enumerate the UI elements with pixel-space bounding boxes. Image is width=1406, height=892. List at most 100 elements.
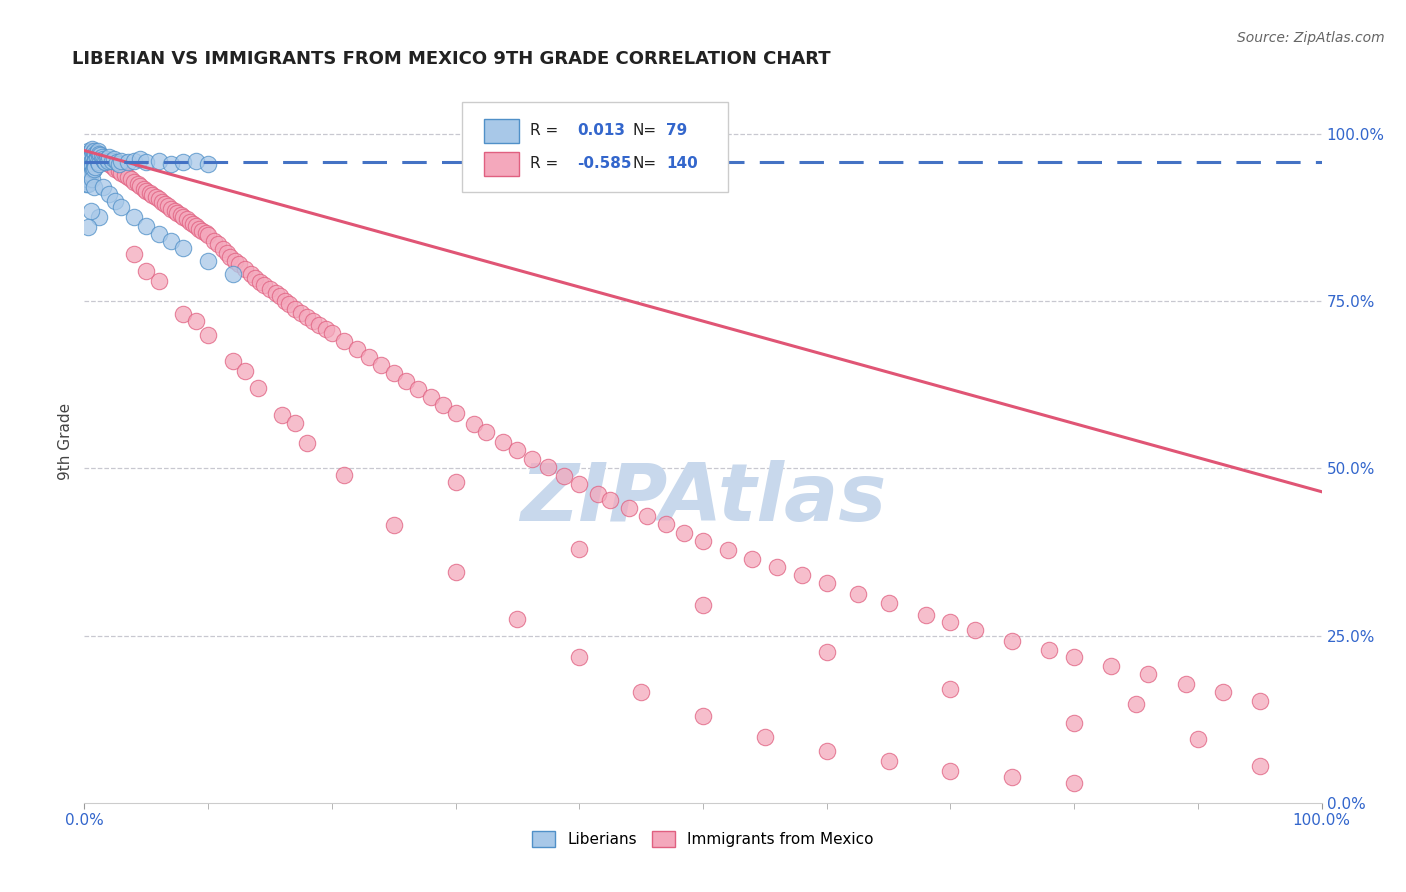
Point (77, 144, 100, 158)
Point (1063, 715, 1085, 730)
Text: -0.585: -0.585 (576, 156, 631, 171)
Point (914, 608, 936, 623)
Point (87, 155, 110, 169)
Point (1137, 667, 1160, 681)
Point (122, 211, 145, 225)
Point (104, 161, 127, 176)
Text: 0.013: 0.013 (576, 123, 624, 138)
Point (1125, 697, 1147, 711)
Point (506, 442, 529, 457)
Point (79, 169, 101, 183)
Point (179, 215, 201, 229)
Text: R =: R = (530, 156, 558, 171)
Point (172, 155, 194, 169)
Point (506, 612, 529, 626)
Point (120, 172, 142, 186)
Point (655, 517, 678, 532)
Point (692, 599, 714, 613)
Point (766, 560, 789, 574)
Point (965, 623, 987, 637)
Point (172, 211, 194, 225)
Point (139, 186, 162, 200)
Point (76, 150, 98, 164)
Point (395, 375, 418, 389)
Point (127, 177, 149, 191)
Point (160, 157, 183, 171)
Point (163, 203, 186, 218)
Point (1099, 658, 1122, 673)
Point (184, 219, 207, 234)
Point (170, 209, 193, 223)
Point (692, 533, 714, 548)
Point (568, 649, 591, 664)
Point (233, 262, 256, 277)
Point (79, 153, 101, 167)
Point (1187, 732, 1209, 747)
Point (249, 275, 271, 289)
Point (1249, 759, 1271, 773)
Point (939, 764, 962, 778)
Point (191, 224, 214, 238)
Point (91, 180, 114, 194)
Text: N=: N= (633, 156, 657, 171)
Text: Source: ZipAtlas.com: Source: ZipAtlas.com (1237, 31, 1385, 45)
Point (491, 434, 513, 449)
Point (79, 144, 101, 158)
Text: ZIPAtlas: ZIPAtlas (520, 460, 886, 539)
Point (222, 268, 245, 282)
Point (219, 250, 242, 264)
Point (741, 551, 763, 566)
Point (89, 148, 111, 162)
Point (184, 314, 207, 328)
Point (105, 155, 128, 169)
Point (148, 274, 170, 288)
Point (233, 364, 256, 378)
FancyBboxPatch shape (484, 152, 519, 176)
Point (617, 501, 640, 516)
Point (382, 518, 405, 533)
Point (240, 268, 263, 282)
Point (553, 469, 575, 483)
Point (636, 509, 658, 524)
Point (315, 322, 337, 336)
Point (188, 222, 211, 236)
Point (419, 391, 441, 405)
Point (537, 460, 560, 475)
Point (1063, 649, 1085, 664)
Point (83, 161, 105, 176)
Point (444, 475, 467, 489)
Point (80, 171, 103, 186)
Point (157, 199, 180, 213)
Point (271, 408, 294, 422)
Point (135, 184, 157, 198)
Point (77, 161, 100, 175)
Point (97, 153, 120, 168)
Point (94, 155, 117, 169)
Point (302, 314, 325, 328)
Point (630, 685, 652, 699)
Point (76, 172, 98, 186)
Point (122, 247, 145, 261)
Point (333, 467, 356, 482)
Point (86, 148, 108, 162)
Point (166, 206, 188, 220)
Point (110, 166, 132, 180)
Point (104, 194, 127, 208)
Point (444, 565, 467, 579)
Point (86, 152, 108, 166)
Legend: Liberians, Immigrants from Mexico: Liberians, Immigrants from Mexico (526, 825, 880, 853)
Point (475, 425, 498, 439)
Point (79, 203, 101, 218)
Point (222, 354, 245, 368)
Point (284, 302, 307, 317)
Point (1249, 694, 1271, 708)
Point (141, 188, 163, 202)
Point (89, 150, 111, 164)
Point (176, 212, 198, 227)
Point (215, 246, 238, 260)
Point (75, 173, 97, 188)
Point (79, 150, 101, 164)
Point (110, 153, 132, 168)
Point (586, 487, 609, 501)
Point (77, 177, 100, 191)
